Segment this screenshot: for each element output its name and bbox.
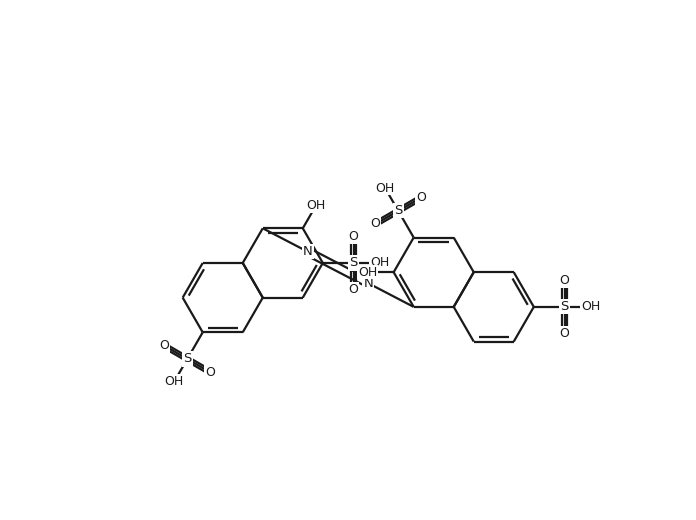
Text: O: O (349, 230, 358, 243)
Text: OH: OH (358, 266, 377, 279)
Text: N: N (363, 277, 373, 290)
Text: S: S (183, 353, 191, 366)
Text: S: S (349, 256, 358, 269)
Text: N: N (303, 245, 313, 258)
Text: O: O (560, 274, 569, 287)
Text: S: S (394, 204, 402, 217)
Text: S: S (560, 301, 569, 314)
Text: O: O (349, 283, 358, 296)
Text: OH: OH (370, 256, 390, 269)
Text: O: O (205, 366, 215, 379)
Text: OH: OH (376, 181, 395, 194)
Text: OH: OH (164, 375, 184, 388)
Text: OH: OH (581, 301, 601, 314)
Text: O: O (416, 191, 426, 204)
Text: O: O (159, 340, 170, 353)
Text: O: O (371, 217, 381, 230)
Text: O: O (560, 327, 569, 340)
Text: OH: OH (306, 199, 326, 212)
